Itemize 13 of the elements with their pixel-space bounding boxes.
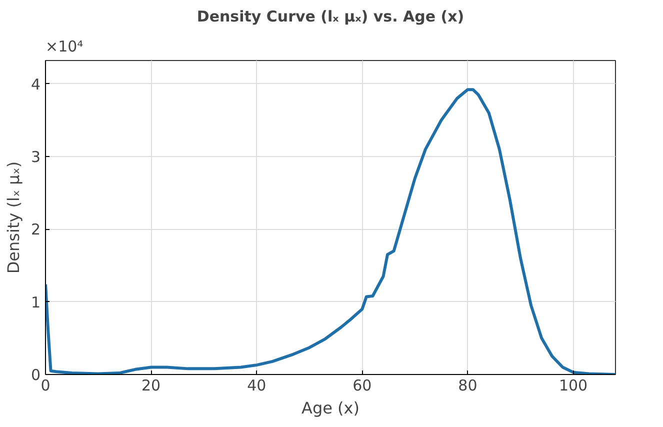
x-axis-title: Age (x) <box>302 398 360 418</box>
y-tick-label: 3 <box>30 148 41 166</box>
x-tick-label: 100 <box>558 376 588 394</box>
y-tick-label: 2 <box>30 220 41 239</box>
x-tick-label: 60 <box>352 376 372 394</box>
chart-title: Density Curve (lₓ μₓ) vs. Age (x) <box>196 8 464 26</box>
y-tick-label: 4 <box>30 75 41 94</box>
text: ×10⁴ <box>46 38 84 56</box>
x-tick-label: 40 <box>247 376 266 394</box>
y-axis-title: Density (lₓ μₓ) <box>4 161 23 274</box>
x-tick-label: 20 <box>142 376 161 394</box>
y-tick-label: 1 <box>30 293 41 312</box>
x-tick-label: 80 <box>458 376 478 394</box>
